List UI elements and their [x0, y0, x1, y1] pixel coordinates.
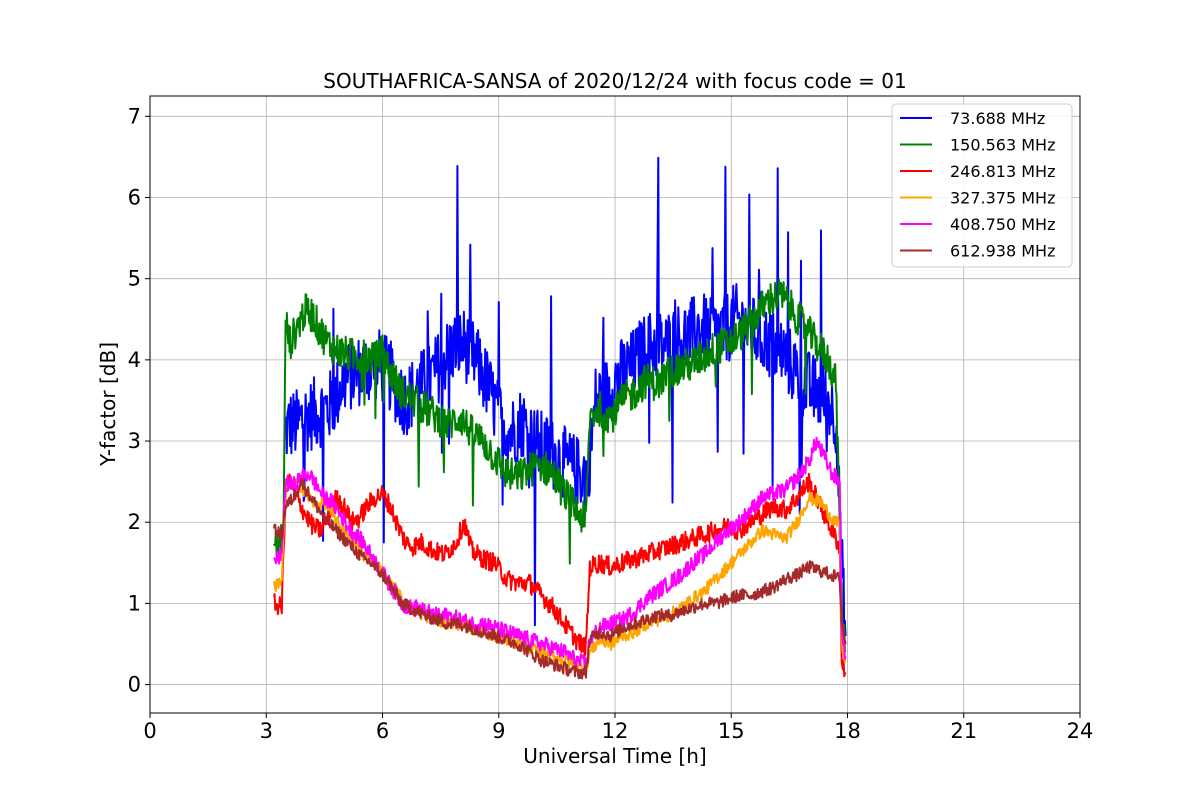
y-tick-label: 7	[128, 104, 141, 128]
y-axis-label: Y-factor [dB]	[96, 342, 120, 467]
series-line-1	[273, 278, 847, 653]
series-line-0	[284, 156, 847, 648]
x-axis-label: Universal Time [h]	[523, 744, 706, 768]
x-tick-label: 15	[718, 719, 745, 743]
x-tick-label: 6	[376, 719, 389, 743]
y-tick-label: 5	[128, 267, 141, 291]
legend-label: 246.813 MHz	[950, 162, 1055, 181]
x-tick-label: 24	[1067, 719, 1094, 743]
legend: 73.688 MHz 150.563 MHz 246.813 MHz 327.375 …	[891, 103, 1073, 268]
x-tick-label: 3	[260, 719, 273, 743]
y-tick-label: 4	[128, 348, 141, 372]
y-tick-label: 3	[128, 429, 141, 453]
legend-box	[891, 103, 1073, 268]
series-line-2	[273, 472, 847, 678]
legend-label: 612.938 MHz	[950, 242, 1055, 261]
legend-label: 408.750 MHz	[950, 215, 1055, 234]
y-tick-label: 2	[128, 510, 141, 534]
x-tick-label: 0	[143, 719, 156, 743]
x-tick-label: 18	[834, 719, 861, 743]
legend-label: 73.688 MHz	[950, 109, 1045, 128]
legend-label: 327.375 MHz	[950, 189, 1055, 208]
y-tick-label: 1	[128, 591, 141, 615]
series-lines	[273, 156, 847, 680]
x-tick-label: 12	[602, 719, 629, 743]
series-line-4	[273, 436, 847, 669]
x-tick-label: 9	[492, 719, 505, 743]
series-line-5	[273, 478, 847, 680]
x-tick-label: 21	[950, 719, 977, 743]
chart-title: SOUTHAFRICA-SANSA of 2020/12/24 with foc…	[323, 69, 907, 93]
legend-label: 150.563 MHz	[950, 136, 1055, 155]
y-tick-label: 6	[128, 185, 141, 209]
y-tick-label: 0	[128, 673, 141, 697]
